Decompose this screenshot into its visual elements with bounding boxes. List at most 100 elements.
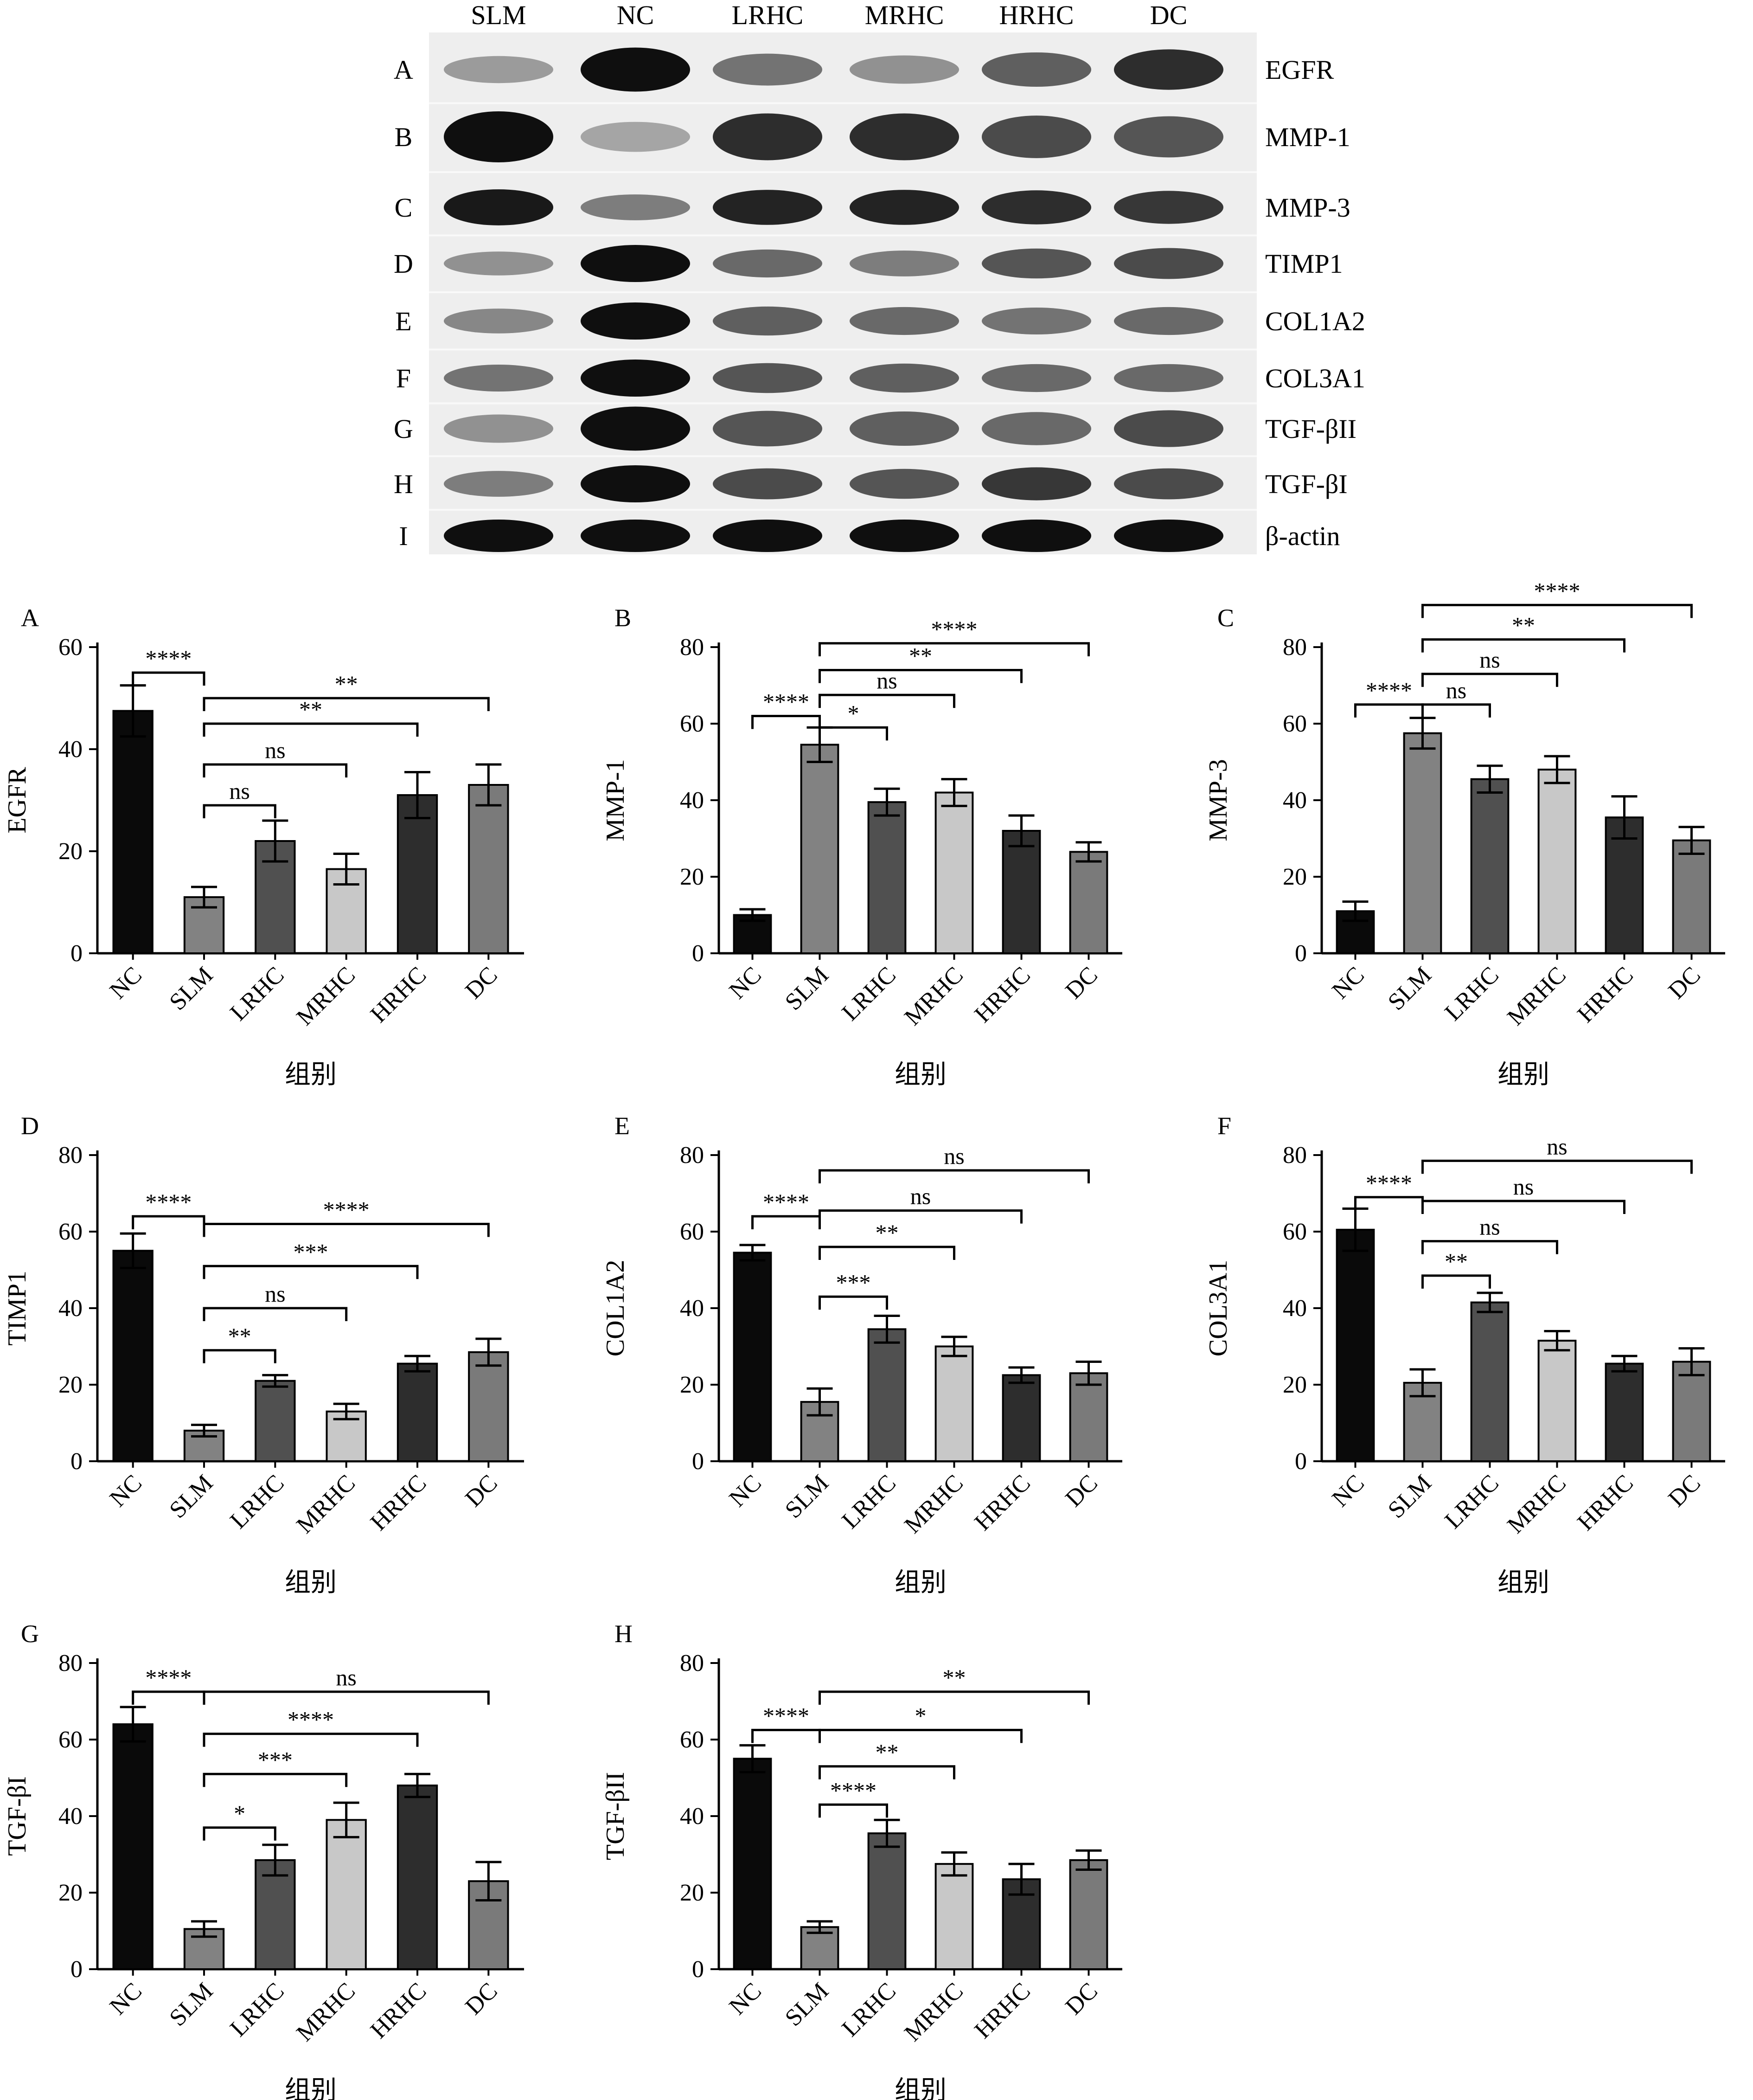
blot-band [444, 189, 553, 225]
significance-label: **** [145, 645, 192, 671]
blot-band [713, 249, 822, 278]
significance-label: ** [228, 1323, 251, 1349]
bar [1069, 1859, 1108, 1970]
western-blot: SLM NC LRHC MRHC HRHC DC A EGFR B MMP-1 C MMP-3 D TIM… [394, 0, 1365, 554]
blot-band [982, 190, 1091, 225]
significance-label: ns [229, 778, 250, 804]
blot-row-letter: B [395, 122, 413, 152]
x-tick-label: LRHC [837, 1470, 901, 1534]
x-tick-label: LRHC [225, 1470, 289, 1534]
bar [112, 1723, 154, 1970]
blot-band [1114, 410, 1223, 447]
blot-band [444, 56, 553, 83]
y-tick-label: 0 [70, 940, 83, 967]
x-tick-label: DC [1061, 962, 1103, 1004]
x-tick-label: MRHC [292, 1470, 361, 1539]
blot-band [444, 471, 553, 497]
blot-band [713, 411, 822, 447]
y-tick-label: 80 [58, 1142, 83, 1169]
blot-band [982, 364, 1091, 392]
bar [1470, 1301, 1510, 1462]
significance-label: **** [763, 1702, 809, 1728]
blot-band [982, 412, 1091, 445]
y-tick-label: 0 [70, 1956, 83, 1983]
y-tick-label: 40 [58, 1803, 83, 1830]
blot-band [581, 360, 690, 397]
panel-letter: B [614, 604, 631, 632]
significance-bracket [1421, 604, 1693, 618]
significance-bracket [203, 1772, 348, 1787]
blot-protein-label: COL1A2 [1265, 306, 1365, 336]
significance-bracket [1421, 638, 1625, 653]
y-tick-label: 40 [58, 1295, 83, 1322]
significance-label: *** [258, 1747, 293, 1772]
blot-band [850, 113, 959, 161]
y-tick-label: 0 [1295, 940, 1307, 967]
panel-letter: D [21, 1112, 39, 1140]
significance-bracket [819, 1169, 1090, 1183]
y-tick-label: 40 [680, 1295, 704, 1322]
x-tick-label: NC [105, 1470, 147, 1512]
significance-bracket [132, 1690, 205, 1705]
bar [733, 1758, 772, 1970]
significance-label: ** [909, 643, 932, 669]
blot-band [581, 245, 690, 282]
blot-band [850, 520, 959, 552]
bar [468, 784, 509, 954]
x-tick-label: NC [1327, 962, 1369, 1004]
blot-row-letter: H [394, 469, 413, 499]
x-tick-label: NC [105, 1978, 147, 2020]
significance-bracket [203, 1265, 419, 1279]
blot-protein-label: TGF-βI [1265, 469, 1348, 499]
panel-letter: H [614, 1620, 633, 1648]
blot-band [581, 122, 690, 152]
significance-bracket [203, 1307, 348, 1321]
blot-band [982, 248, 1091, 279]
significance-bracket [132, 1215, 205, 1229]
x-tick-label: MRHC [899, 962, 968, 1031]
x-tick-label: SLM [780, 1470, 834, 1523]
x-tick-label: NC [724, 1978, 767, 2020]
x-tick-label: LRHC [225, 962, 289, 1026]
y-axis-label: TGF-βII [601, 1772, 630, 1860]
significance-label: **** [1534, 578, 1580, 604]
bar [112, 1250, 154, 1462]
significance-bracket [819, 1295, 888, 1310]
bar [733, 1252, 772, 1462]
x-tick-label: HRHC [970, 1978, 1036, 2043]
significance-label: * [234, 1800, 245, 1826]
blot-band [982, 308, 1091, 334]
bar [397, 1785, 438, 1970]
x-axis-title: 组别 [1497, 1060, 1549, 1090]
blot-band [444, 308, 553, 334]
significance-label: **** [931, 616, 978, 642]
bar [1336, 1228, 1375, 1462]
bar [934, 1863, 974, 1970]
blot-band [1114, 191, 1223, 224]
y-tick-label: 60 [680, 1219, 704, 1245]
y-tick-label: 20 [680, 1372, 704, 1398]
bar [1002, 1374, 1041, 1462]
x-axis-title: 组别 [1497, 1567, 1549, 1598]
blot-band [713, 306, 822, 336]
blot-protein-label: EGFR [1265, 55, 1334, 85]
y-tick-label: 0 [70, 1448, 83, 1475]
y-tick-label: 20 [1283, 864, 1307, 890]
y-axis-label: MMP-3 [1204, 759, 1233, 841]
significance-label: *** [294, 1239, 328, 1265]
x-tick-label: DC [1061, 1978, 1103, 2020]
blot-band [444, 365, 553, 392]
blot-band [444, 251, 553, 276]
y-tick-label: 0 [692, 1956, 704, 1983]
x-tick-label: DC [460, 1470, 502, 1512]
blot-band [581, 47, 690, 92]
blot-band [444, 111, 553, 162]
x-tick-label: MRHC [899, 1470, 968, 1539]
significance-bracket [819, 1728, 1023, 1743]
blot-band [1114, 364, 1223, 392]
y-tick-label: 40 [680, 787, 704, 814]
